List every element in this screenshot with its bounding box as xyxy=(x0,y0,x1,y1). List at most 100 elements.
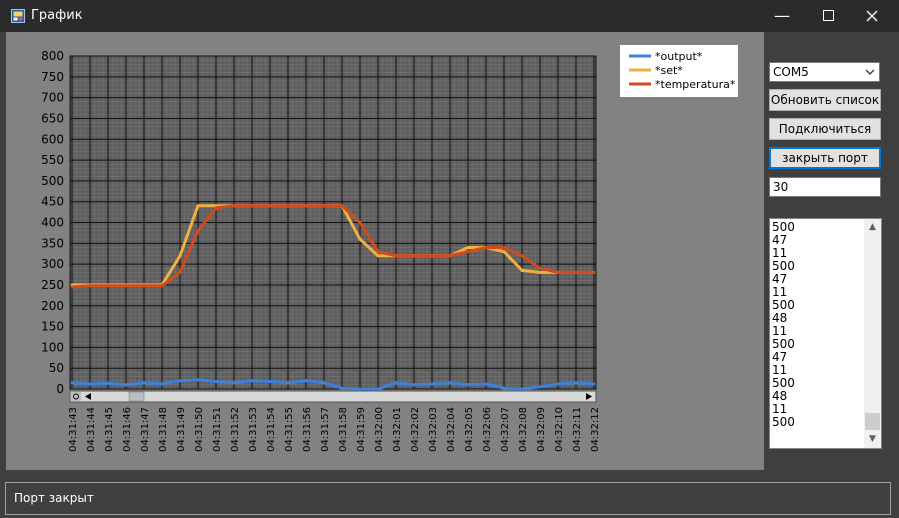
x-tick-label: 04:32:02 xyxy=(410,407,421,452)
data-point xyxy=(412,383,416,387)
scroll-up-arrow-icon[interactable]: ▲ xyxy=(869,222,876,232)
data-point xyxy=(178,379,182,383)
data-point xyxy=(484,245,488,249)
data-point xyxy=(430,254,434,258)
data-point xyxy=(448,254,452,258)
close-port-button[interactable]: закрыть порт xyxy=(769,147,881,169)
data-point xyxy=(142,381,146,385)
x-tick-label: 04:32:09 xyxy=(536,407,547,452)
list-item[interactable]: 500 xyxy=(772,415,795,429)
list-item[interactable]: 11 xyxy=(772,246,788,260)
data-point xyxy=(394,381,398,385)
x-tick-label: 04:32:03 xyxy=(428,407,439,452)
minimize-icon: — xyxy=(774,6,790,25)
x-tick-label: 04:32:00 xyxy=(374,407,385,452)
data-point xyxy=(358,387,362,391)
y-tick-label: 100 xyxy=(41,340,64,354)
scroll-right-arrow-icon[interactable] xyxy=(586,393,592,400)
serial-log-lines: 500 47 11 500 47 11 500 48 11 500 47 11 500 48 11 500 xyxy=(772,221,864,429)
data-point xyxy=(106,284,110,288)
x-tick-label: 04:31:54 xyxy=(266,407,277,452)
minimize-button[interactable]: — xyxy=(759,0,805,32)
list-item[interactable]: 47 xyxy=(772,233,788,247)
list-item[interactable]: 500 xyxy=(772,220,795,234)
scroll-thumb[interactable] xyxy=(865,413,880,430)
list-item[interactable]: 11 xyxy=(772,285,788,299)
data-point xyxy=(196,229,200,233)
data-point xyxy=(538,266,542,270)
data-point xyxy=(592,270,596,274)
data-point xyxy=(196,204,200,208)
chart: 8007507006506005505004504003503002502001… xyxy=(41,45,738,452)
value-input[interactable]: 30 xyxy=(769,177,881,197)
data-point xyxy=(466,250,470,254)
data-point xyxy=(574,381,578,385)
x-tick-label: 04:32:04 xyxy=(446,407,457,452)
list-item[interactable]: 11 xyxy=(772,402,788,416)
y-tick-label: 550 xyxy=(41,153,64,167)
value-input-text: 30 xyxy=(773,180,789,194)
y-tick-label: 0 xyxy=(56,382,64,396)
y-tick-label: 500 xyxy=(41,174,64,188)
data-point xyxy=(538,270,542,274)
data-point xyxy=(250,379,254,383)
data-point xyxy=(574,270,578,274)
maximize-button[interactable] xyxy=(805,0,851,32)
legend-label: *output* xyxy=(655,50,703,63)
data-point xyxy=(556,382,560,386)
data-point xyxy=(70,381,74,385)
x-tick-label: 04:31:50 xyxy=(194,407,205,452)
list-item[interactable]: 48 xyxy=(772,311,788,325)
x-tick-label: 04:31:58 xyxy=(338,407,349,452)
y-tick-label: 450 xyxy=(41,195,64,209)
list-item[interactable]: 500 xyxy=(772,298,795,312)
list-item[interactable]: 500 xyxy=(772,337,795,351)
data-point xyxy=(88,382,92,386)
data-point xyxy=(502,386,506,390)
connect-button[interactable]: Подключиться xyxy=(769,118,881,140)
chart-scroll-thumb[interactable] xyxy=(128,391,145,402)
data-point xyxy=(502,245,506,249)
refresh-list-button[interactable]: Обновить список xyxy=(769,89,881,111)
x-tick-label: 04:32:08 xyxy=(518,407,529,452)
port-select[interactable]: COM5 xyxy=(769,62,880,82)
list-item[interactable]: 48 xyxy=(772,389,788,403)
data-point xyxy=(484,382,488,386)
data-point xyxy=(214,380,218,384)
data-point xyxy=(412,254,416,258)
chart-scrollbar[interactable] xyxy=(69,390,597,403)
data-point xyxy=(340,204,344,208)
scroll-left-arrow-icon[interactable] xyxy=(85,393,91,400)
serial-log-list[interactable]: 500 47 11 500 47 11 500 48 11 500 47 11 500 48 11 500 ▲… xyxy=(769,218,882,449)
list-item[interactable]: 11 xyxy=(772,363,788,377)
scroll-down-arrow-icon[interactable]: ▼ xyxy=(869,434,876,444)
data-point xyxy=(304,379,308,383)
close-button[interactable] xyxy=(849,0,895,32)
y-tick-label: 650 xyxy=(41,111,64,125)
data-point xyxy=(376,254,380,258)
status-text: Порт закрыт xyxy=(14,491,94,505)
close-icon xyxy=(866,10,878,22)
data-point xyxy=(394,254,398,258)
list-item[interactable]: 47 xyxy=(772,350,788,364)
list-item[interactable]: 500 xyxy=(772,259,795,273)
data-point xyxy=(160,382,164,386)
list-item[interactable]: 500 xyxy=(772,376,795,390)
data-point xyxy=(232,381,236,385)
y-tick-label: 600 xyxy=(41,132,64,146)
y-tick-label: 200 xyxy=(41,299,64,313)
list-scrollbar[interactable]: ▲ ▼ xyxy=(864,219,881,448)
x-tick-label: 04:31:47 xyxy=(140,407,151,452)
title-bar: График — xyxy=(0,0,899,32)
list-item[interactable]: 47 xyxy=(772,272,788,286)
x-tick-label: 04:31:57 xyxy=(320,407,331,452)
data-point xyxy=(358,221,362,224)
zoom-reset-button[interactable] xyxy=(71,392,81,401)
data-point xyxy=(70,285,74,289)
data-point xyxy=(214,206,218,210)
data-point xyxy=(520,254,524,258)
x-tick-label: 04:32:06 xyxy=(482,407,493,452)
data-point xyxy=(466,245,470,249)
data-point xyxy=(286,204,290,208)
list-item[interactable]: 11 xyxy=(772,324,788,338)
